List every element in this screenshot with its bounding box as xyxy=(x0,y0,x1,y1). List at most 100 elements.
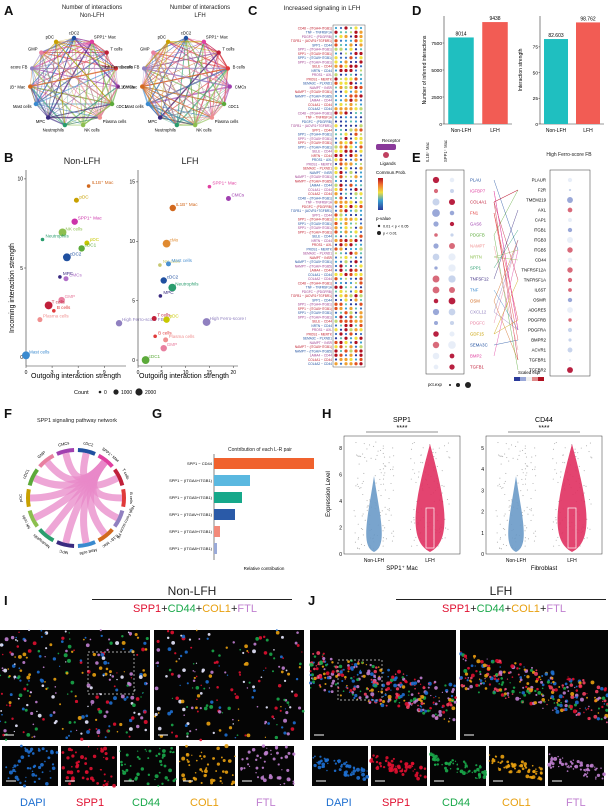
bubble-dot xyxy=(334,358,338,361)
bubble-dot xyxy=(349,298,353,302)
bubble-dot xyxy=(354,167,358,170)
microscopy-signal xyxy=(385,704,388,707)
microscopy-signal xyxy=(497,767,500,769)
network-node xyxy=(97,115,103,120)
microscopy-signal xyxy=(14,638,17,641)
microscopy-signal xyxy=(585,768,589,772)
jitter-point xyxy=(362,528,364,530)
microscopy-signal xyxy=(351,771,353,774)
microscopy-signal xyxy=(259,756,262,759)
microscopy-signal xyxy=(429,710,431,712)
bubble-dot xyxy=(349,303,353,306)
microscopy-signal xyxy=(582,679,585,682)
bubble-dot xyxy=(339,328,343,331)
bubble-dot xyxy=(344,68,348,73)
bubble-dot xyxy=(354,298,358,302)
microscopy-signal xyxy=(275,630,280,635)
microscopy-signal xyxy=(462,771,466,775)
microscopy-signal xyxy=(319,755,322,758)
boxplot-lfh xyxy=(567,507,577,549)
jitter-point xyxy=(382,445,384,447)
microscopy-signal xyxy=(493,691,496,693)
bubble-dot xyxy=(344,31,348,34)
lr-link xyxy=(493,339,519,346)
jitter-point xyxy=(498,547,501,549)
microscopy-signal xyxy=(2,669,4,672)
bubble-row-label: TGFB1 − (ACVR1+TGFBR1) xyxy=(291,124,332,128)
bubble-row-label: COL4A2 − CD44 xyxy=(308,362,332,366)
microscopy-signal xyxy=(370,681,373,684)
microscopy-signal xyxy=(388,769,391,772)
jitter-point xyxy=(522,449,524,452)
receptor-label: TGFBR2 xyxy=(529,368,547,373)
network-edge xyxy=(30,41,57,87)
microscopy-signal xyxy=(539,767,543,771)
microscopy-signal xyxy=(322,656,326,661)
microscopy-signal xyxy=(222,758,226,763)
bubble-dot xyxy=(339,345,343,349)
network-label: cDC2 xyxy=(181,31,192,36)
microscopy-signal xyxy=(298,662,302,666)
microscopy-signal xyxy=(80,732,83,735)
network-label: NK cells xyxy=(196,127,211,132)
bubble-dot xyxy=(339,222,343,225)
microscopy-signal xyxy=(530,688,534,691)
bubble-dot xyxy=(349,73,353,76)
bubble-dot xyxy=(339,43,343,47)
microscopy-signal xyxy=(464,687,468,691)
bubble-dot xyxy=(354,124,358,127)
jitter-point xyxy=(410,521,412,523)
microscopy-signal xyxy=(597,707,600,710)
microscopy-signal xyxy=(28,629,31,632)
dot-il1b xyxy=(434,266,438,270)
bubble-dot xyxy=(354,158,358,162)
bubble-dot xyxy=(339,47,343,51)
microscopy-signal xyxy=(195,629,198,632)
microscopy-signal xyxy=(14,724,18,728)
jitter-point xyxy=(501,487,503,489)
microscopy-signal xyxy=(65,661,67,663)
microscopy-signal xyxy=(35,700,38,704)
microscopy-signal xyxy=(603,688,607,692)
microscopy-signal xyxy=(504,687,507,691)
microscopy-signal xyxy=(464,659,467,662)
microscopy-signal xyxy=(105,667,109,671)
microscopy-signal xyxy=(111,756,115,760)
microscopy-signal xyxy=(567,765,570,767)
microscopy-signal xyxy=(586,772,589,774)
microscopy-signal xyxy=(26,767,30,770)
network-node xyxy=(45,115,51,120)
microscopy-signal xyxy=(90,704,93,706)
network-label: CMCs xyxy=(123,85,135,90)
microscopy-signal xyxy=(548,685,553,690)
jitter-point xyxy=(413,462,416,464)
microscopy-signal xyxy=(535,693,538,696)
microscopy-signal xyxy=(532,770,535,774)
jitter-point xyxy=(534,447,536,449)
microscopy-signal xyxy=(141,647,145,652)
bubble-row-label: NAMPT − (ITGA5+ITGB1) xyxy=(295,90,332,94)
microscopy-signal xyxy=(96,748,99,750)
network-label: cDC2 xyxy=(69,31,80,36)
microscopy-signal xyxy=(438,713,443,717)
ligand-label: OSM xyxy=(470,299,480,304)
scatter-label: pDC xyxy=(170,314,180,319)
bubble-dot xyxy=(344,221,348,226)
network-edge xyxy=(30,86,100,118)
bubble-dot xyxy=(354,328,358,332)
jitter-point xyxy=(503,515,505,517)
microscopy-signal xyxy=(579,707,581,710)
jitter-point xyxy=(524,483,527,485)
microscopy-signal xyxy=(549,766,553,769)
microscopy-signal xyxy=(334,665,338,669)
microscopy-signal xyxy=(16,764,19,767)
microscopy-signal xyxy=(36,710,38,713)
microscopy-signal xyxy=(170,672,174,676)
microscopy-signal xyxy=(519,697,521,700)
jitter-point xyxy=(369,444,371,446)
microscopy-signal xyxy=(178,676,180,679)
microscopy-signal xyxy=(476,659,481,664)
microscopy-signal xyxy=(582,681,586,685)
network-edge xyxy=(64,86,119,126)
microscopy-signal xyxy=(449,717,451,720)
